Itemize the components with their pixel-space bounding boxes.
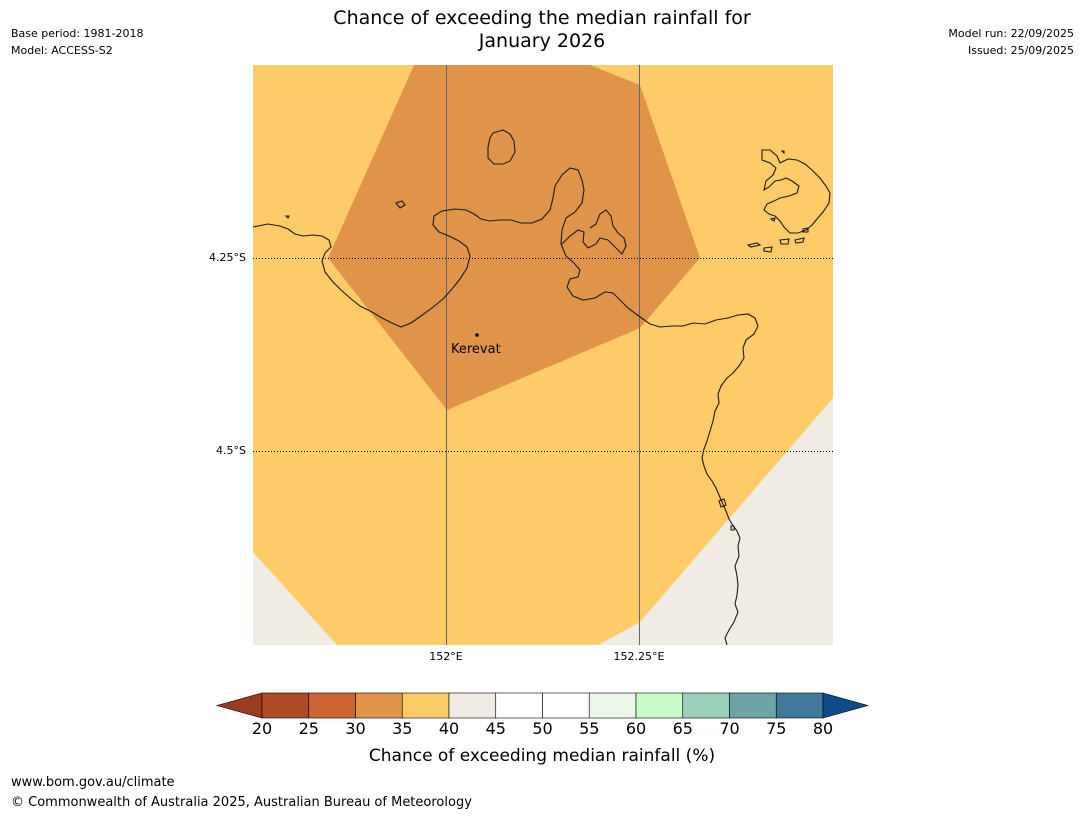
lat-label-4-5s: 4.5°S [216, 444, 246, 457]
island-north [487, 129, 516, 165]
colorbar-tick-60: 60 [625, 719, 647, 738]
islet-east-6 [769, 217, 776, 222]
colorbar-segment-75-80 [775, 692, 824, 719]
probability-band-40-45-southwest [253, 552, 337, 645]
colorbar-tick-65: 65 [672, 719, 693, 738]
islet-west-1 [395, 200, 406, 209]
coastline [253, 129, 831, 645]
lon-label-152-25e: 152.25°E [613, 650, 665, 663]
islet-southeast-1 [718, 498, 727, 508]
colorbar-segment-65-70 [682, 692, 730, 719]
run-info: Model run: 22/09/2025 Issued: 25/09/2025 [948, 25, 1074, 59]
colorbar-tick-30: 30 [345, 719, 366, 738]
map-title-line1: Chance of exceeding the median rainfall … [333, 7, 751, 29]
islet-east-7 [780, 150, 785, 155]
copyright-notice: © Commonwealth of Australia 2025, Austra… [11, 795, 472, 810]
colorbar-segment-35-40 [401, 692, 450, 719]
colorbar-tick-55: 55 [579, 719, 600, 738]
colorbar-segment-60-65 [635, 692, 684, 719]
colorbar-extend-low [215, 692, 263, 719]
colorbar-tick-80: 80 [812, 719, 834, 738]
colorbar-segment-55-60 [588, 692, 637, 719]
colorbar-title: Chance of exceeding median rainfall (%) [368, 746, 716, 766]
lat-label-4-25s: 4.25°S [209, 251, 246, 264]
colorbar-tick-45: 45 [485, 719, 506, 738]
colorbar-tick-25: 25 [298, 719, 319, 738]
place-label-kerevat: Kerevat [451, 342, 501, 357]
issued-text: Issued: 25/09/2025 [967, 44, 1074, 57]
islet-east-2 [763, 246, 773, 253]
colorbar-tick-20: 20 [251, 719, 273, 738]
colorbar-segment-30-35 [355, 692, 403, 719]
model-info: Base period: 1981-2018 Model: ACCESS-S2 [11, 25, 143, 59]
colorbar-tick-40: 40 [438, 719, 460, 738]
colorbar-segment-70-75 [729, 692, 777, 719]
islet-southeast-2 [730, 525, 735, 531]
website-link[interactable]: www.bom.gov.au/climate [11, 775, 175, 790]
model-name-text: Model: ACCESS-S2 [11, 44, 113, 57]
colorbar-tick-50: 50 [532, 719, 553, 738]
islet-east-5 [802, 227, 809, 233]
colorbar-tick-75: 75 [766, 719, 787, 738]
islet-east-3 [779, 238, 790, 245]
colorbar-segment-50-55 [542, 692, 590, 719]
duke-of-york-islands [761, 149, 831, 234]
islet-east-1 [746, 242, 762, 248]
base-period-text: Base period: 1981-2018 [11, 27, 144, 40]
islet-east-4 [794, 237, 805, 244]
colorbar-segment-40-45 [448, 692, 497, 719]
islet-west-2 [284, 215, 290, 219]
lon-label-152e: 152°E [429, 650, 463, 663]
coastline-inner-bay [561, 209, 627, 255]
probability-band-40-45-southeast [598, 398, 833, 645]
colorbar-segment-25-30 [308, 692, 356, 719]
kerevat-marker [475, 333, 479, 337]
probability-band-30-35 [328, 65, 700, 410]
colorbar-extend-high [822, 692, 870, 719]
colorbar-segment-20-25 [261, 692, 310, 719]
colorbar-tick-70: 70 [719, 719, 740, 738]
colorbar-segment-45-50 [495, 692, 543, 719]
map-title-line2: January 2026 [478, 30, 606, 52]
map-title: Chance of exceeding the median rainfall … [242, 7, 842, 53]
colorbar-tick-35: 35 [392, 719, 413, 738]
model-run-text: Model run: 22/09/2025 [948, 27, 1074, 40]
coastline-gazelle-peninsula [253, 167, 759, 645]
